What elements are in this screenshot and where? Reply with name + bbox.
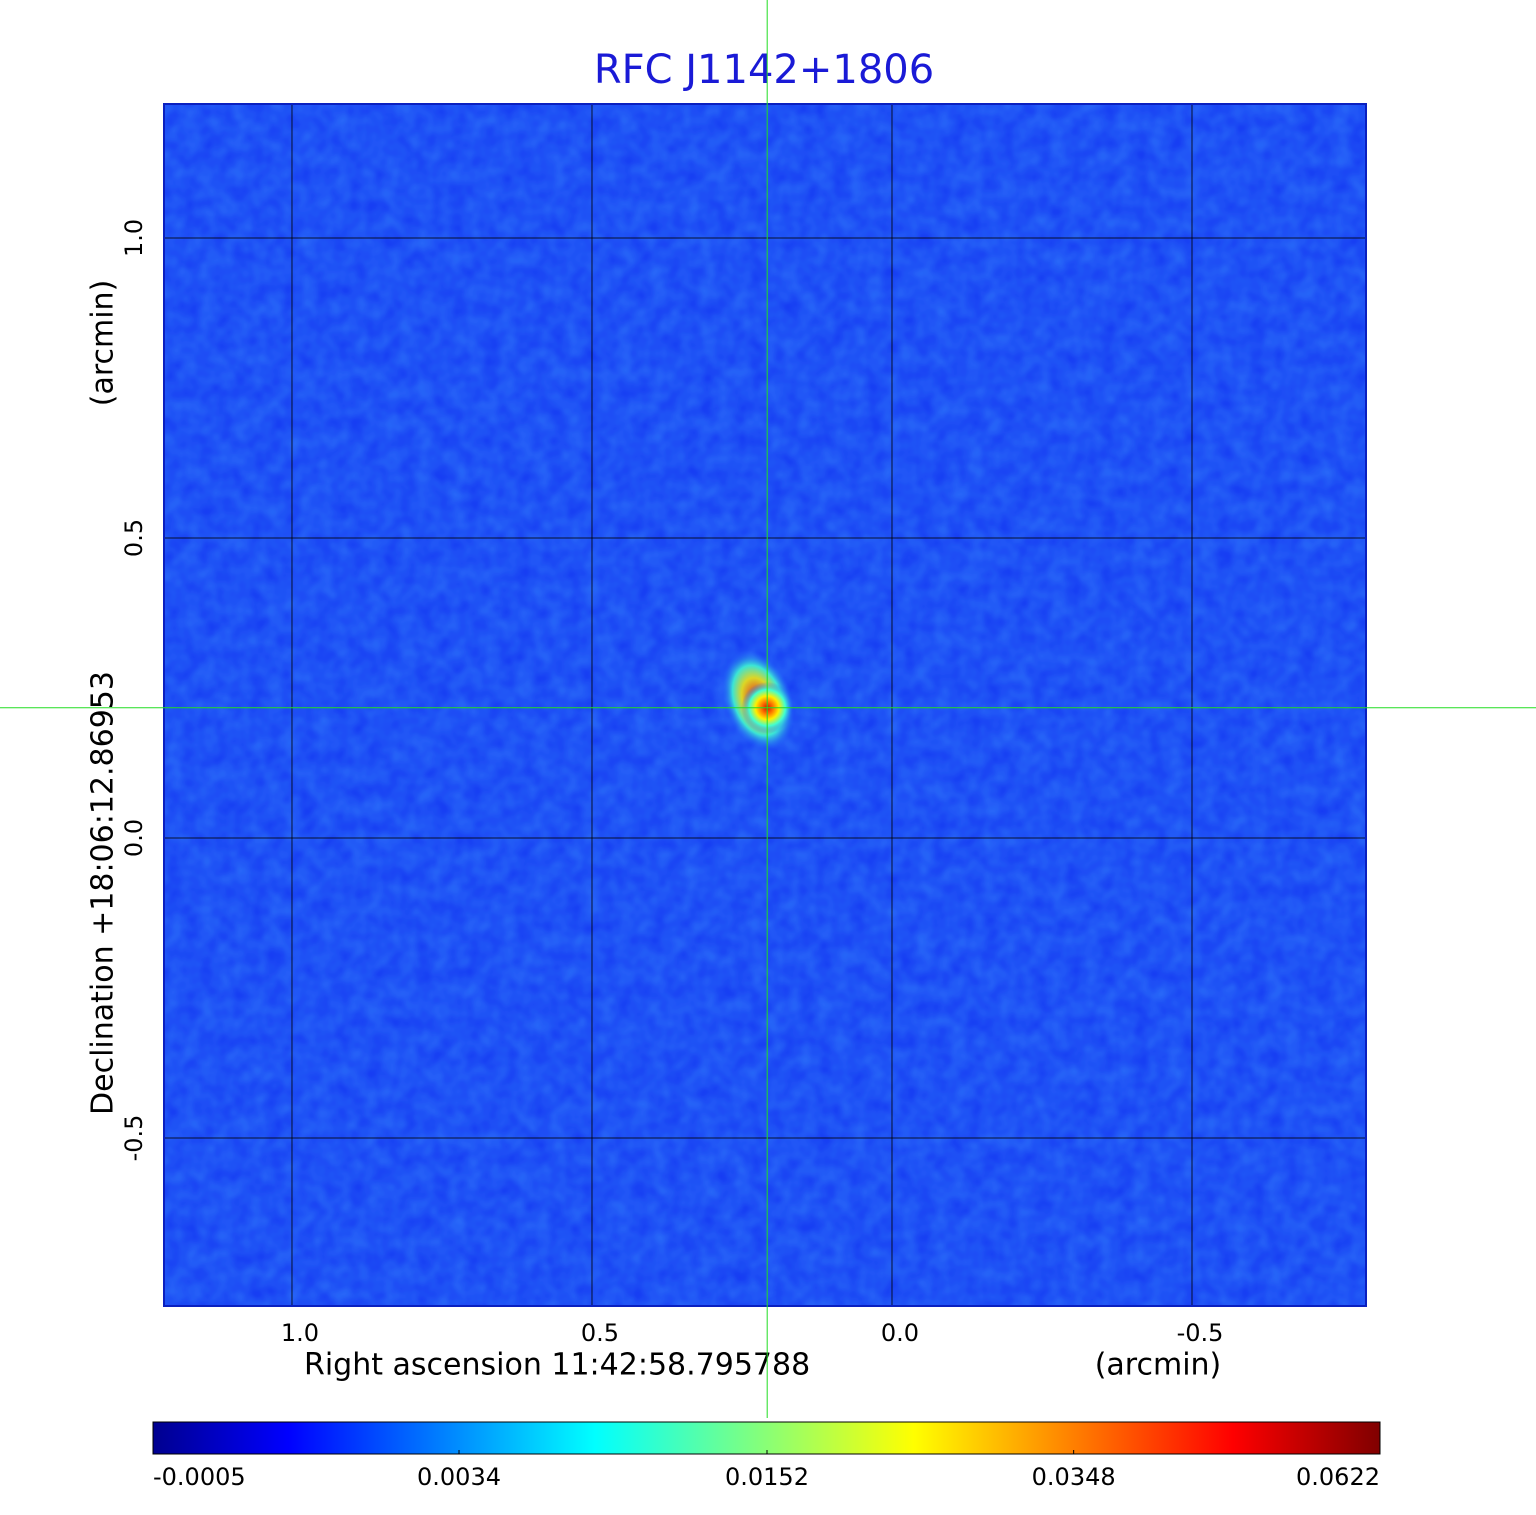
colorbar xyxy=(152,1421,1381,1455)
x-axis-label: Right ascension 11:42:58.795788 xyxy=(304,1348,810,1383)
colorbar-tick-label: -0.0005 xyxy=(153,1463,246,1491)
x-axis-unit: (arcmin) xyxy=(1095,1348,1222,1383)
y-tick-label: -0.5 xyxy=(120,1115,148,1162)
colorbar-tick-label: 0.0034 xyxy=(417,1463,501,1491)
plot-frame xyxy=(163,103,1367,1307)
y-axis-label: Declination +18:06:12.86953 xyxy=(86,671,121,1115)
y-axis-unit: (arcmin) xyxy=(86,280,121,407)
x-tick-label: 1.0 xyxy=(281,1319,319,1347)
y-tick-label: 0.0 xyxy=(120,819,148,857)
colorbar-tick-label: 0.0152 xyxy=(725,1463,809,1491)
x-tick-label: -0.5 xyxy=(1177,1319,1224,1347)
x-tick-label: 0.5 xyxy=(581,1319,619,1347)
colorbar-tick-label: 0.0348 xyxy=(1032,1463,1116,1491)
x-tick-label: 0.0 xyxy=(881,1319,919,1347)
colorbar-tick-label: 0.0622 xyxy=(1296,1463,1380,1491)
y-tick-label: 0.5 xyxy=(120,519,148,557)
chart-title: RFC J1142+1806 xyxy=(594,47,934,93)
y-tick-label: 1.0 xyxy=(120,219,148,257)
